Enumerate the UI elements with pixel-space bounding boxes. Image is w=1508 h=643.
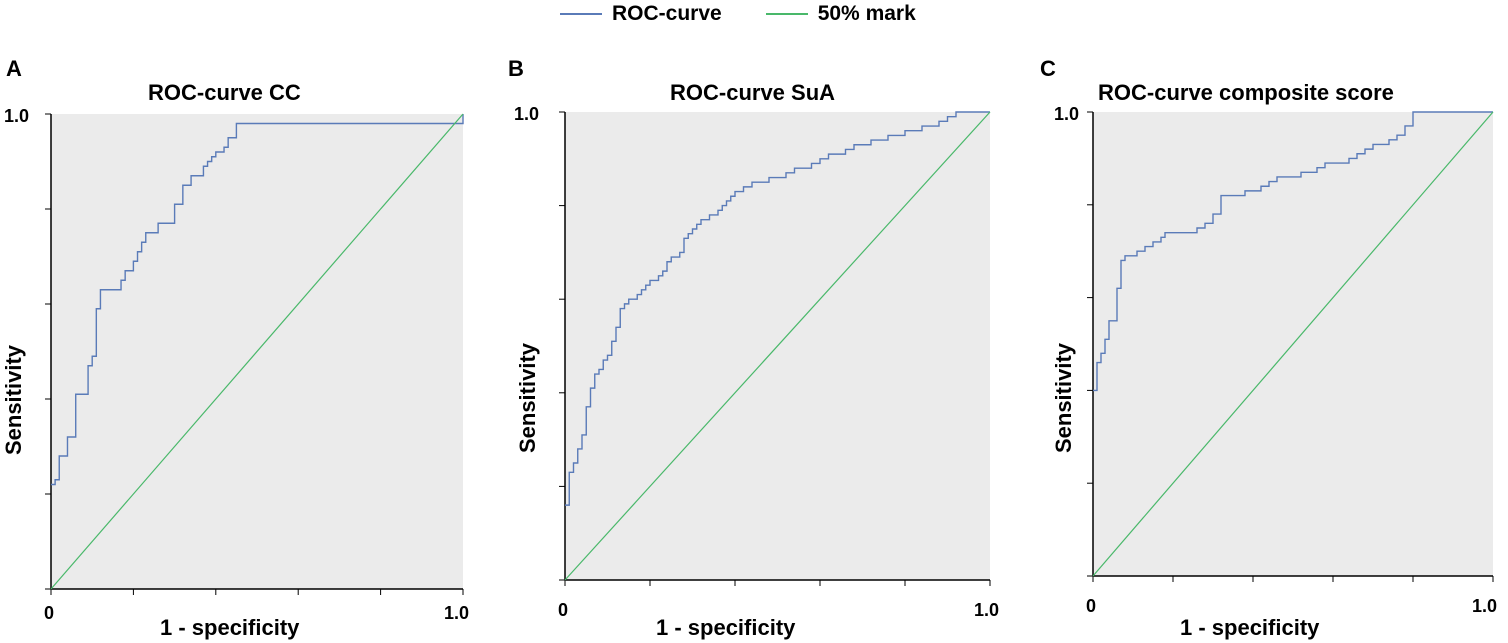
y-axis-label-c: Sensitivity	[1051, 342, 1076, 454]
panel-letter-c: C	[1040, 56, 1056, 81]
reference-50-percent-line-c	[1092, 111, 1494, 577]
legend: ROC-curve 50% mark	[560, 0, 960, 28]
legend-swatch-roc-curve	[560, 13, 602, 15]
roc-plot-c	[1087, 111, 1494, 582]
x-tick-end-b: 1.0	[974, 600, 1000, 620]
legend-label-50-percent-mark: 50% mark	[817, 2, 916, 25]
roc-curve-line-a	[51, 114, 464, 486]
y-tick-top-c: 1.0	[1054, 104, 1080, 124]
x-axis-label-c: 1 - specificity	[1180, 615, 1320, 640]
roc-curve-line-b	[565, 111, 990, 506]
y-tick-top-a: 1.0	[4, 106, 30, 126]
x-axis-label-b: 1 - specificity	[656, 615, 796, 640]
x-tick-start-b: 0	[558, 600, 569, 620]
roc-curve-line-c	[1093, 111, 1493, 392]
x-tick-end-a: 1.0	[444, 603, 470, 623]
roc-plot-b	[559, 111, 991, 586]
x-tick-start-c: 0	[1086, 596, 1097, 616]
panel-title-c: ROC-curve composite score	[1098, 80, 1394, 105]
panel-letter-a: A	[6, 56, 22, 81]
x-axis-label-a: 1 - specificity	[160, 615, 300, 640]
reference-50-percent-line-b	[564, 111, 991, 581]
y-axis-label-b: Sensitivity	[515, 342, 540, 454]
reference-50-percent-line-a	[50, 113, 464, 590]
legend-label-roc-curve: ROC-curve	[612, 2, 722, 25]
panel-title-b: ROC-curve SuA	[670, 80, 836, 105]
x-tick-start-a: 0	[44, 603, 55, 623]
roc-plot-a	[45, 113, 464, 595]
legend-item-50-percent-mark: 50% mark	[765, 2, 916, 26]
legend-swatch-50-percent-mark	[765, 13, 808, 15]
y-tick-top-b: 1.0	[514, 104, 540, 124]
legend-item-roc-curve: ROC-curve	[560, 2, 722, 26]
panel-letter-b: B	[508, 56, 524, 81]
y-axis-label-a: Sensitivity	[1, 344, 26, 456]
x-tick-end-c: 1.0	[1472, 596, 1498, 616]
panel-title-a: ROC-curve CC	[148, 80, 301, 105]
